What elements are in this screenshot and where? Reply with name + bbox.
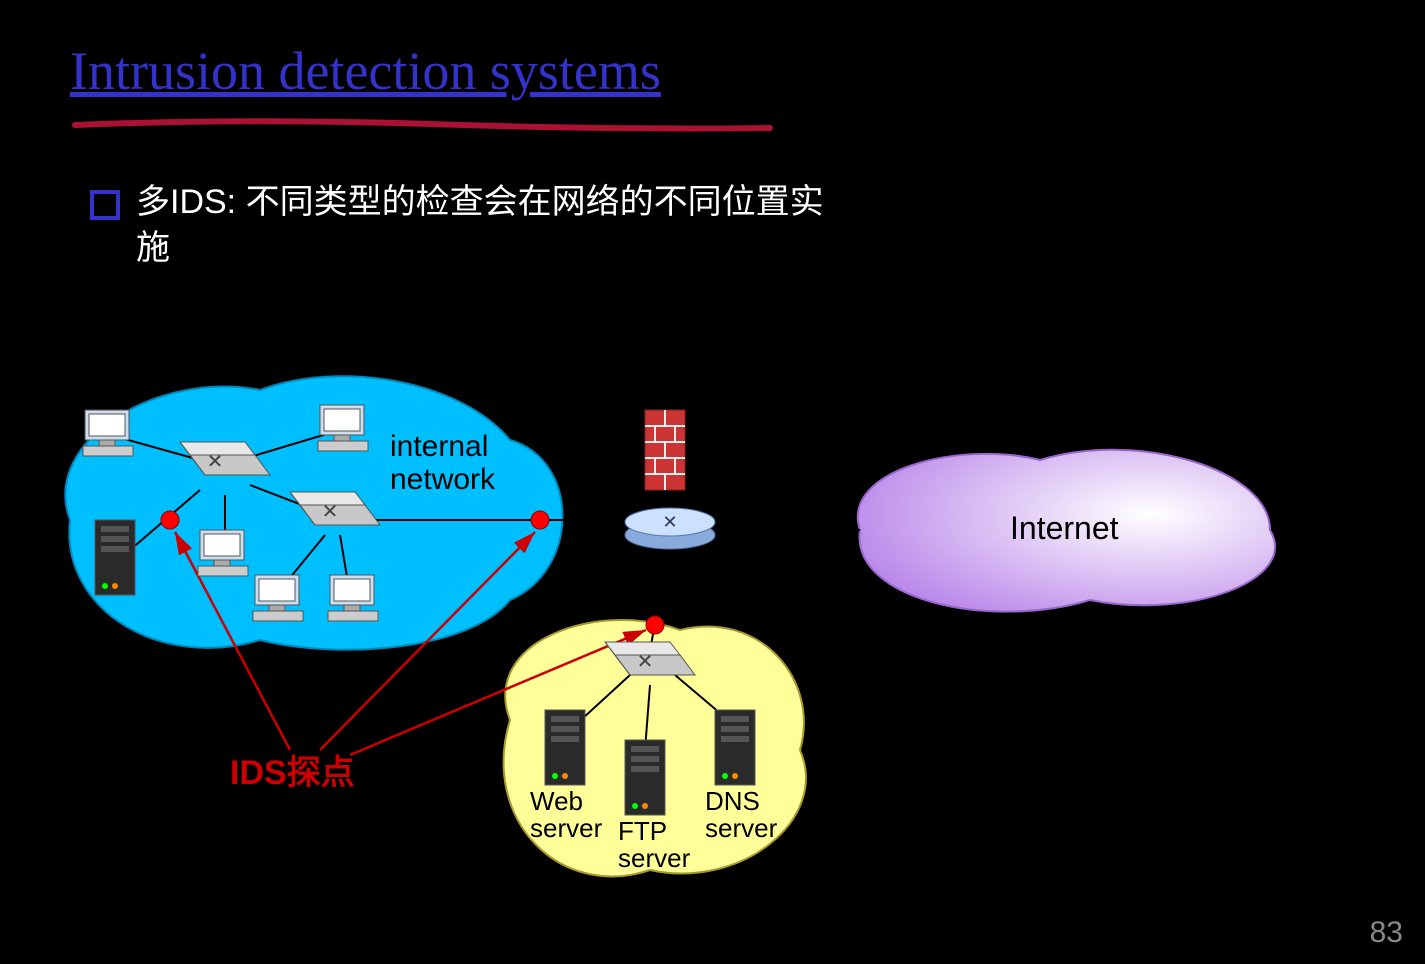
svg-text:✕: ✕ <box>322 501 339 523</box>
svg-text:✕: ✕ <box>637 651 654 673</box>
bullet-text: 多IDS: 不同类型的检查会在网络的不同位置实 施 <box>136 180 824 272</box>
svg-text:✕: ✕ <box>207 451 224 473</box>
page-number: 83 <box>1370 916 1403 950</box>
bullet-line2: 施 <box>136 229 170 267</box>
label-internal-line1: internal <box>390 430 488 463</box>
ids-sensor-3 <box>646 616 664 634</box>
label-ids-sensors: IDS探点 <box>230 745 355 794</box>
bullet-square-icon <box>90 190 120 220</box>
server-ftp <box>625 740 665 815</box>
label-web-server: Webserver <box>530 788 602 843</box>
server-internal <box>95 520 135 595</box>
router-icon: ✕ <box>625 508 715 549</box>
label-demilitarized-zone: demilitarized zone <box>820 730 1062 764</box>
server-web <box>545 710 585 785</box>
diagram-svg: ✕ ✕ ✕ <box>40 350 1380 930</box>
server-dns <box>715 710 755 785</box>
firewall-icon <box>645 410 685 490</box>
network-diagram: ✕ ✕ ✕ <box>40 350 1380 930</box>
label-ftp-server: FTPserver <box>618 818 690 873</box>
label-dns-server: DNSserver <box>705 788 777 843</box>
title-underline-stroke <box>70 110 790 140</box>
label-internal-line2: network <box>390 463 495 496</box>
bullet-row: 多IDS: 不同类型的检查会在网络的不同位置实 施 <box>90 180 1290 272</box>
slide-root: Intrusion detection systems 多IDS: 不同类型的检… <box>0 0 1425 964</box>
bullet-line1: 多IDS: 不同类型的检查会在网络的不同位置实 <box>136 183 824 221</box>
bullet-block: 多IDS: 不同类型的检查会在网络的不同位置实 施 <box>90 180 1290 272</box>
label-internal-network: internal network <box>390 430 495 496</box>
slide-title: Intrusion detection systems <box>70 40 661 102</box>
label-internet: Internet <box>1010 510 1119 547</box>
ids-sensor-2 <box>531 511 549 529</box>
svg-text:✕: ✕ <box>662 512 677 532</box>
ids-sensor-1 <box>161 511 179 529</box>
